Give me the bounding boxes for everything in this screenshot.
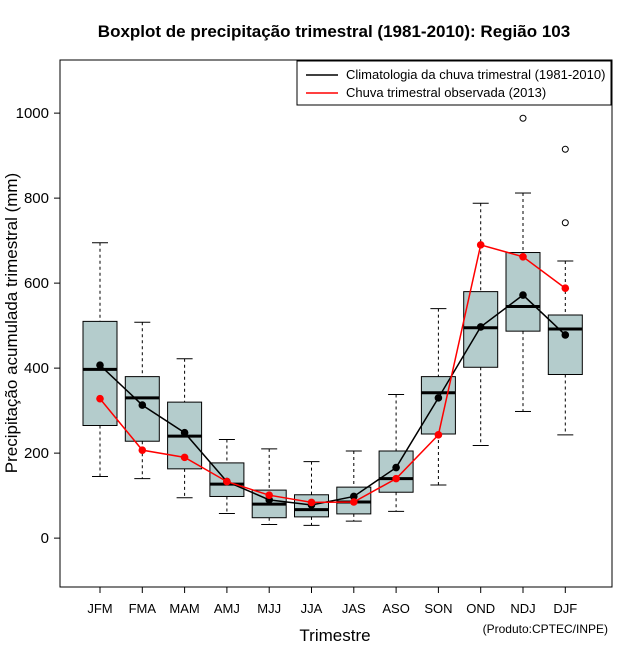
series-point — [519, 291, 527, 299]
series-point — [519, 252, 527, 261]
series-point — [561, 284, 570, 293]
outlier-point — [519, 114, 527, 122]
box-body — [124, 376, 160, 442]
box-MJJ — [251, 448, 287, 526]
y-tick-label: 400 — [24, 360, 49, 377]
series-point — [265, 491, 274, 500]
legend-label-climatology: Climatologia da chuva trimestral (1981-2… — [346, 67, 605, 82]
box-ASO — [378, 393, 414, 512]
x-tick-label: JFM — [87, 601, 112, 616]
y-axis: 0 200 400 600 800 1000 — [16, 105, 61, 547]
y-tick-label: 800 — [24, 190, 49, 207]
box-FMA — [124, 321, 160, 480]
legend-box — [296, 60, 612, 106]
series-point — [96, 361, 104, 369]
x-axis-label: Trimestre — [299, 626, 370, 645]
series-line — [99, 243, 566, 504]
box-body — [420, 376, 456, 435]
credit-text: (Produto:CPTEC/INPE) — [483, 622, 608, 636]
series-point — [392, 463, 400, 472]
series-point — [180, 453, 189, 462]
series-point — [392, 474, 400, 483]
x-tick-label: AMJ — [214, 601, 240, 616]
series-point — [476, 323, 485, 331]
series-point — [350, 498, 358, 506]
box-body — [82, 320, 118, 426]
y-tick-label: 0 — [41, 530, 49, 547]
series-observed-2013 — [96, 241, 570, 507]
series-point — [561, 331, 570, 339]
x-tick-label: JJA — [301, 601, 323, 616]
box-MAM — [167, 358, 203, 499]
series-point — [307, 498, 316, 507]
box-body — [547, 314, 583, 375]
chart-title: Boxplot de precipitação trimestral (1981… — [98, 22, 570, 41]
series-point — [138, 446, 147, 454]
box-AMJ — [209, 439, 245, 514]
outlier-point — [561, 145, 569, 153]
series-point — [96, 394, 104, 403]
y-tick-label: 1000 — [16, 105, 49, 122]
y-axis-label: Precipitação acumulada trimestral (mm) — [2, 173, 21, 473]
x-tick-label: NDJ — [510, 601, 535, 616]
box-JAS — [336, 450, 372, 522]
series-point — [223, 477, 231, 486]
box-JJA — [294, 461, 329, 526]
box-NDJ — [505, 114, 541, 412]
x-tick-label: SON — [424, 601, 452, 616]
series-point — [350, 492, 358, 501]
series-point — [476, 241, 485, 249]
y-tick-label: 600 — [24, 275, 49, 292]
boxes-group — [82, 114, 583, 526]
legend-label-observed: Chuva trimestral observada (2013) — [346, 85, 546, 100]
x-tick-label: MAM — [169, 601, 199, 616]
series-point — [434, 431, 443, 439]
legend: Climatologia da chuva trimestral (1981-2… — [296, 60, 612, 106]
x-tick-label: JAS — [342, 601, 366, 616]
box-JFM — [82, 242, 118, 477]
outlier-point — [561, 219, 569, 227]
x-tick-label: ASO — [382, 601, 409, 616]
x-tick-label: MJJ — [257, 601, 281, 616]
series-point — [138, 401, 147, 409]
series-point — [434, 394, 443, 402]
x-tick-label: OND — [466, 601, 495, 616]
y-tick-label: 200 — [24, 445, 49, 462]
x-axis: JFM FMA MAM AMJ MJJ JJA JAS ASO SON OND NDJ DJF — [87, 586, 577, 616]
series-lines-group — [96, 241, 570, 509]
x-tick-label: FMA — [129, 601, 157, 616]
x-tick-label: DJF — [553, 601, 577, 616]
series-line — [99, 294, 566, 506]
series-point — [180, 428, 189, 437]
